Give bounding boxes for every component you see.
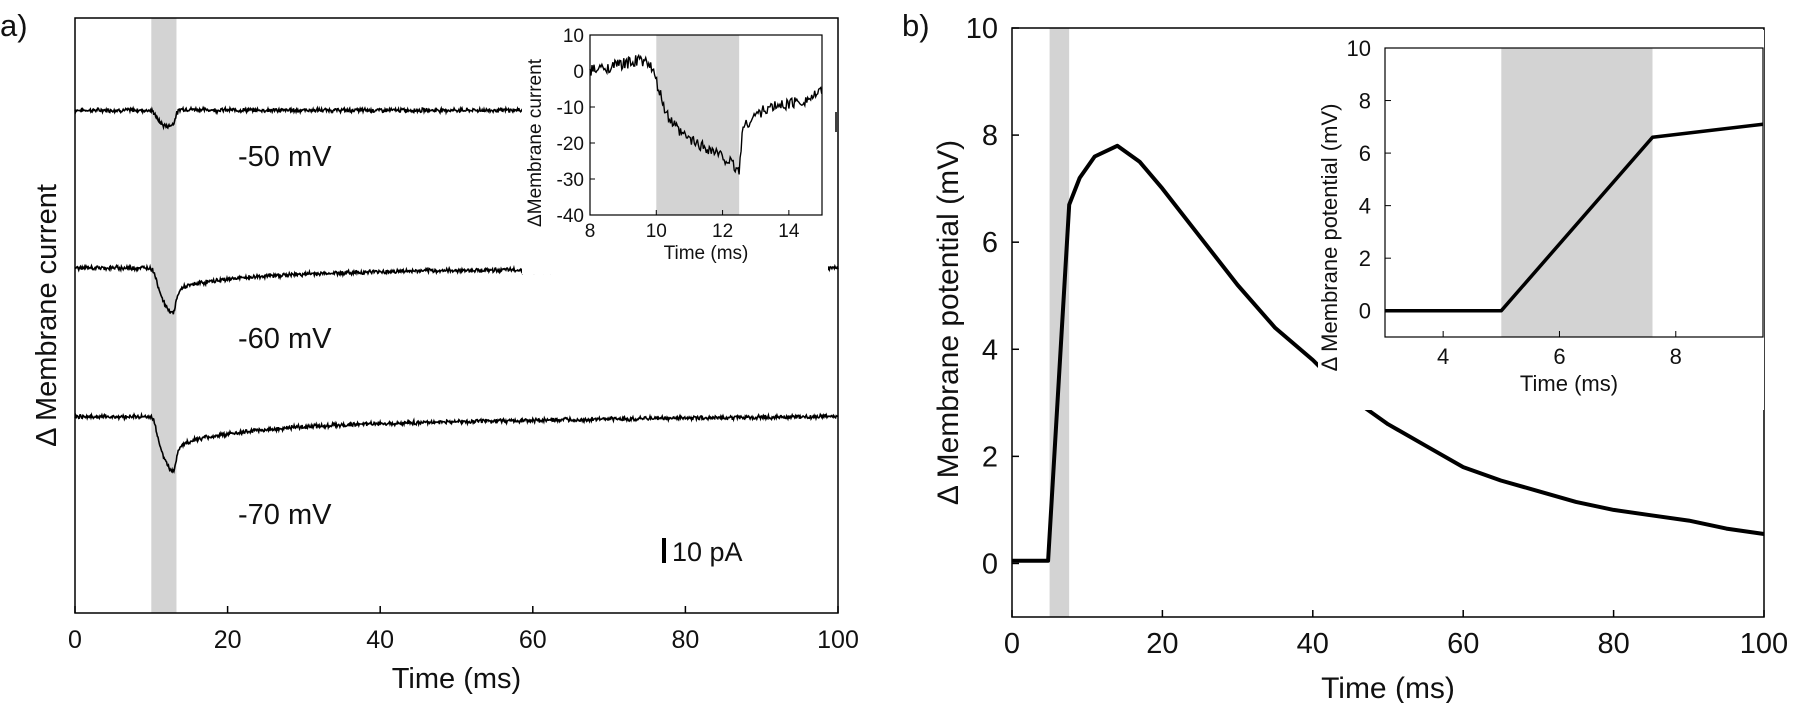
scale-bar-label: 10 pA [672,537,743,567]
x-tick-label: 100 [1740,628,1788,660]
inset-a-x-tick-label: 10 [646,221,667,242]
x-tick-label: 100 [817,626,859,654]
inset-a-trace [589,53,823,175]
stimulus-shade-b [1049,28,1070,617]
x-axis-label: Time (ms) [392,663,521,695]
y-tick-label: 6 [982,227,998,259]
inset-b-trace [1385,122,1764,313]
inset-b-x-tick-label: 8 [1670,344,1682,369]
inset-a-y-tick-label: -30 [557,170,584,191]
inset-a-y-tick-label: 0 [573,62,584,83]
inset-a-x-tick-label: 8 [585,221,596,242]
x-tick-label: 80 [671,626,699,654]
stimulus-shade [151,18,177,613]
inset-b-y-tick-label: 2 [1359,246,1371,271]
inset-b-y-tick-label: 8 [1359,89,1371,114]
x-tick-label: 60 [519,626,547,654]
trace-minus70mV [74,411,839,474]
x-axis-label-b: Time (ms) [1321,672,1455,703]
inset-a-x-tick-label: 12 [712,221,733,242]
inset-b-y-tick-label: 10 [1347,36,1371,61]
y-tick-label: 4 [982,334,998,366]
panel-label-b: b) [902,8,930,43]
inset-a-y-tick-label: -20 [557,134,584,155]
y-axis-label: Δ Membrane current [31,184,63,447]
inset-a-y-tick-label: 10 [563,26,584,47]
inset-a-x-label: Time (ms) [664,243,749,264]
y-tick-label: 2 [982,441,998,473]
trace-label: -70 mV [238,499,332,531]
y-axis-label-b: Δ Membrane potential (mV) [932,140,965,505]
x-tick-label: 80 [1597,628,1629,660]
x-tick-label: 20 [1146,628,1178,660]
inset-b-y-tick-label: 4 [1359,194,1371,219]
inset-b-x-label: Time (ms) [1520,371,1618,396]
inset-b-stimulus-shade [1501,48,1653,337]
y-tick-label: 10 [966,13,998,45]
x-tick-label: 40 [1297,628,1329,660]
trace-label: -60 mV [238,323,332,355]
inset-b-y-tick-label: 0 [1359,299,1371,324]
inset-b-y-label: Δ Membrane potential (mV) [1317,104,1342,372]
x-tick-label: 60 [1447,628,1479,660]
inset-b-y-tick-label: 6 [1359,141,1371,166]
inset-a-stimulus-shade [656,35,740,215]
inset-b-x-tick-label: 4 [1437,344,1449,369]
inset-a-y-label: ΔMembrane current [525,58,546,227]
x-tick-label: 0 [1004,628,1020,660]
inset-a-y-tick-label: -10 [557,98,584,119]
plot-frame [74,17,839,614]
x-tick-label: 40 [366,626,394,654]
inset-b-x-tick-label: 6 [1553,344,1565,369]
trace-minus50mV [74,105,526,131]
inset-b-frame [1384,47,1764,338]
trace-label: -50 mV [238,141,332,173]
y-tick-label: 8 [982,120,998,152]
x-tick-label: 20 [214,626,242,654]
panel-label-a: a) [0,8,28,43]
y-tick-label: 0 [982,548,998,580]
x-tick-label: 0 [68,626,82,654]
inset-a-y-tick-label: -40 [557,206,584,227]
inset-a-x-tick-label: 14 [778,221,800,242]
inset-a-frame [589,34,823,216]
